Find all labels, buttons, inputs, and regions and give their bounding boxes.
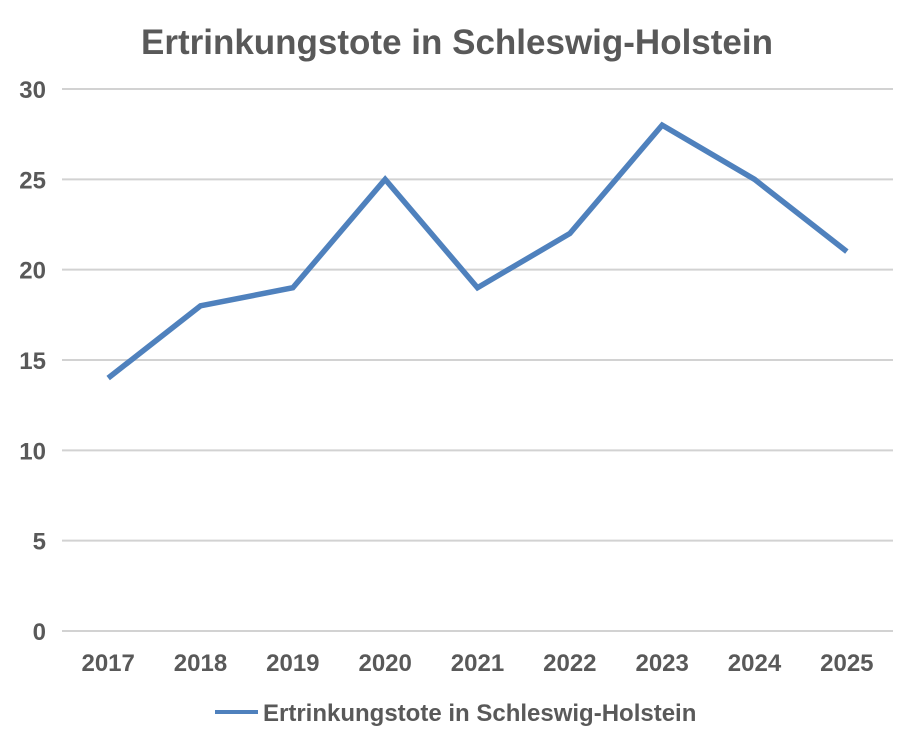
x-axis-label-2019: 2019 <box>266 650 319 677</box>
x-axis-label-2020: 2020 <box>358 650 411 677</box>
y-axis-label-20: 20 <box>19 258 46 285</box>
x-axis-label-2017: 2017 <box>81 650 134 677</box>
x-axis-label-2025: 2025 <box>820 650 873 677</box>
x-axis-label-2023: 2023 <box>635 650 688 677</box>
chart-title: Ertrinkungstote in Schleswig-Holstein <box>141 23 773 62</box>
y-axis-label-30: 30 <box>19 77 46 104</box>
data-line-series <box>106 121 849 381</box>
x-axis-label-2018: 2018 <box>174 650 227 677</box>
x-axis-labels: 2017 2018 2019 2020 2021 2022 2023 2024 2025 <box>81 650 873 677</box>
x-axis-label-2024: 2024 <box>728 650 782 677</box>
y-axis-label-5: 5 <box>33 529 46 556</box>
y-axis-labels: 0 5 10 15 20 25 30 <box>19 77 46 646</box>
legend-label: Ertrinkungstote in Schleswig-Holstein <box>263 700 696 727</box>
x-axis-label-2021: 2021 <box>451 650 504 677</box>
y-axis-label-0: 0 <box>33 619 46 646</box>
y-axis-label-25: 25 <box>19 167 46 194</box>
x-axis-label-2022: 2022 <box>543 650 596 677</box>
y-axis-label-15: 15 <box>19 348 46 375</box>
gridlines <box>62 88 893 632</box>
y-axis-label-10: 10 <box>19 438 46 465</box>
legend: Ertrinkungstote in Schleswig-Holstein <box>215 700 696 727</box>
